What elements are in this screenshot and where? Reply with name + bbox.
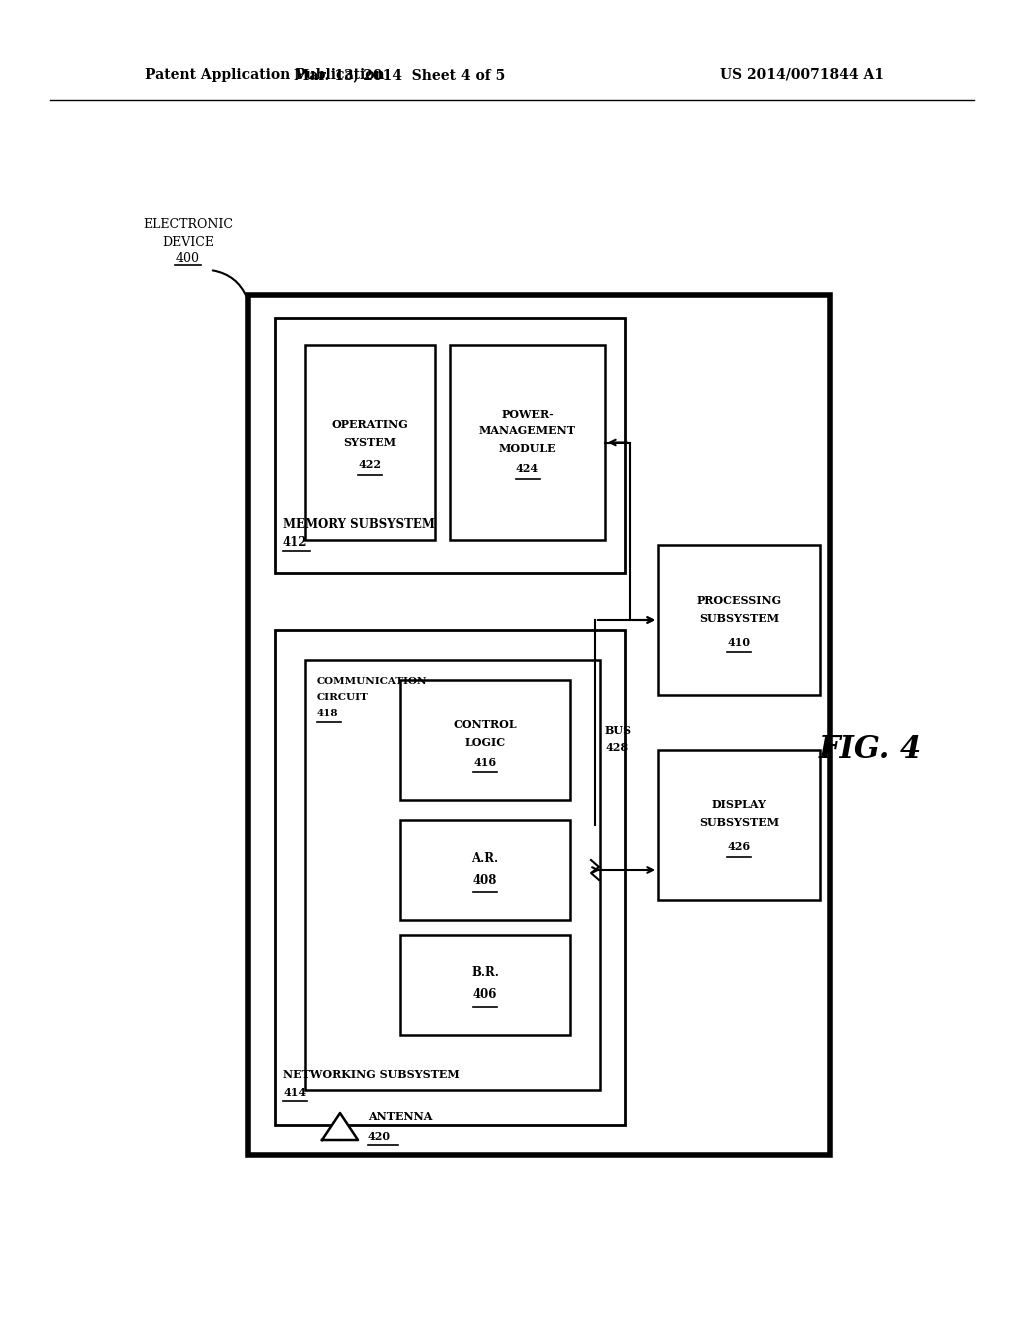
Polygon shape <box>322 1113 358 1140</box>
Text: 428: 428 <box>605 742 628 752</box>
Text: OPERATING: OPERATING <box>332 418 409 430</box>
Bar <box>305 345 435 540</box>
Text: PROCESSING: PROCESSING <box>696 594 781 606</box>
Text: LOGIC: LOGIC <box>465 737 506 747</box>
Bar <box>400 935 570 1035</box>
Text: SUBSYSTEM: SUBSYSTEM <box>699 612 779 623</box>
Text: 424: 424 <box>516 463 539 474</box>
Text: BUS: BUS <box>605 725 632 737</box>
Bar <box>658 545 820 696</box>
Text: ANTENNA: ANTENNA <box>368 1111 432 1122</box>
Text: MODULE: MODULE <box>499 444 556 454</box>
Bar <box>275 630 625 1125</box>
Text: DISPLAY: DISPLAY <box>712 800 767 810</box>
Text: NETWORKING SUBSYSTEM: NETWORKING SUBSYSTEM <box>283 1069 460 1081</box>
Text: SUBSYSTEM: SUBSYSTEM <box>699 817 779 829</box>
Text: B.R.: B.R. <box>471 966 499 979</box>
Bar <box>400 680 570 800</box>
Text: MEMORY SUBSYSTEM: MEMORY SUBSYSTEM <box>283 519 435 532</box>
Text: 406: 406 <box>473 989 498 1002</box>
Text: US 2014/0071844 A1: US 2014/0071844 A1 <box>720 69 884 82</box>
Bar <box>658 750 820 900</box>
Text: 410: 410 <box>727 636 751 648</box>
Text: A.R.: A.R. <box>471 851 499 865</box>
Text: DEVICE: DEVICE <box>162 235 214 248</box>
Text: 400: 400 <box>176 252 200 265</box>
Text: 414: 414 <box>283 1088 306 1098</box>
Bar <box>450 345 605 540</box>
Text: SYSTEM: SYSTEM <box>343 437 396 447</box>
Text: Mar. 13, 2014  Sheet 4 of 5: Mar. 13, 2014 Sheet 4 of 5 <box>294 69 506 82</box>
Text: ELECTRONIC: ELECTRONIC <box>143 219 233 231</box>
Text: 426: 426 <box>727 842 751 853</box>
Text: 416: 416 <box>473 756 497 767</box>
Text: COMMUNICATION: COMMUNICATION <box>317 677 427 686</box>
Bar <box>400 820 570 920</box>
Text: CIRCUIT: CIRCUIT <box>317 693 369 702</box>
Text: 408: 408 <box>473 874 498 887</box>
Text: MANAGEMENT: MANAGEMENT <box>479 425 575 436</box>
Text: POWER-: POWER- <box>501 409 554 420</box>
Text: 418: 418 <box>317 710 339 718</box>
Bar <box>248 294 830 1155</box>
Text: 420: 420 <box>368 1131 391 1143</box>
Text: 422: 422 <box>358 459 382 470</box>
Bar <box>305 660 600 1090</box>
Bar <box>275 318 625 573</box>
Text: 412: 412 <box>283 536 307 549</box>
Text: Patent Application Publication: Patent Application Publication <box>145 69 385 82</box>
Text: CONTROL: CONTROL <box>454 718 517 730</box>
Text: FIG. 4: FIG. 4 <box>818 734 922 766</box>
